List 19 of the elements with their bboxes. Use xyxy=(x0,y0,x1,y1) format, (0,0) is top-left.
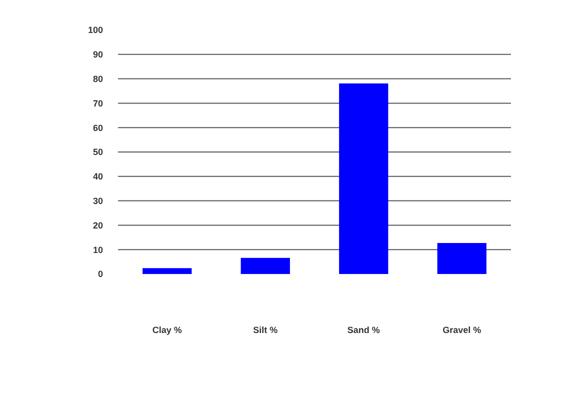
x-tick-label: Clay % xyxy=(152,325,182,335)
x-tick-label: Gravel % xyxy=(442,325,482,335)
y-tick-label: 40 xyxy=(92,172,103,182)
bar xyxy=(437,243,486,274)
y-tick-label: 20 xyxy=(92,220,103,230)
y-tick-label: 60 xyxy=(92,122,103,133)
y-tick-label: 0 xyxy=(98,269,103,280)
y-tick-label: 30 xyxy=(92,196,103,206)
x-tick-label: Sand % xyxy=(347,325,380,335)
y-tick-label: 100 xyxy=(88,25,103,36)
bar xyxy=(339,83,388,274)
y-tick-label: 80 xyxy=(92,74,103,84)
y-tick-label: 70 xyxy=(92,98,103,108)
bar xyxy=(142,268,192,274)
y-tick-label: 50 xyxy=(92,147,103,158)
y-tick-label: 10 xyxy=(92,244,103,255)
y-tick-label: 90 xyxy=(92,50,103,60)
x-tick-label: Silt % xyxy=(253,325,278,335)
bar xyxy=(240,258,290,274)
